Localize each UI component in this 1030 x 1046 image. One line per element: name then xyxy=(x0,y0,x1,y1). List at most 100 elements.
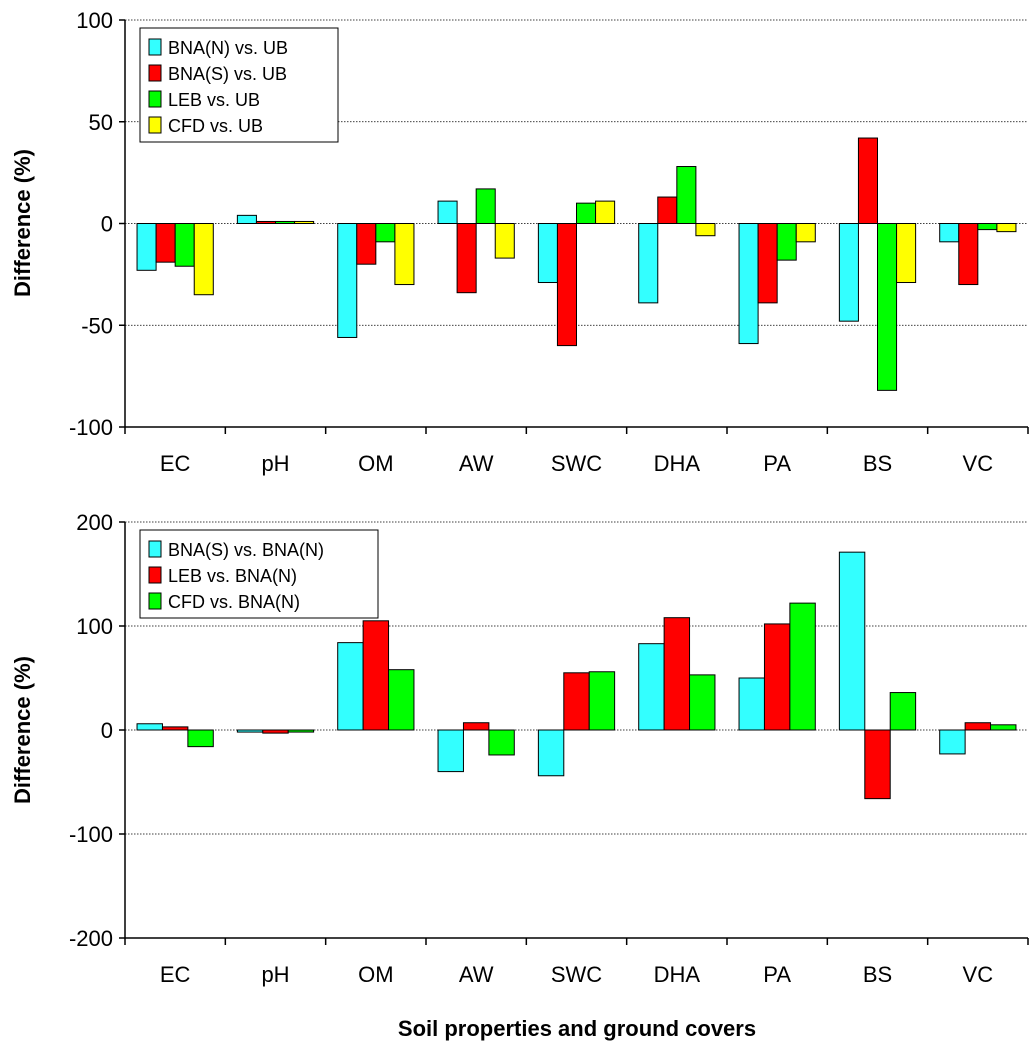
bar xyxy=(638,223,659,304)
bar xyxy=(255,220,277,224)
bar xyxy=(864,729,891,800)
legend-swatch xyxy=(148,116,162,134)
legend-label: LEB vs. BNA(N) xyxy=(168,566,297,586)
x-tick-label: OM xyxy=(358,962,393,987)
legend-swatch xyxy=(148,566,162,584)
x-tick-label: OM xyxy=(358,451,393,476)
bar xyxy=(838,551,866,731)
bar xyxy=(556,223,577,347)
x-tick-label: VC xyxy=(963,451,994,476)
bar xyxy=(738,223,759,345)
bar xyxy=(896,223,917,284)
bar xyxy=(795,223,816,243)
x-tick-label: pH xyxy=(261,962,289,987)
bar xyxy=(657,196,678,224)
bar xyxy=(990,724,1017,731)
bar xyxy=(337,223,358,338)
legend-label: BNA(S) vs. BNA(N) xyxy=(168,540,324,560)
legend-swatch xyxy=(148,592,162,610)
bar xyxy=(494,223,515,259)
legend-box xyxy=(139,27,339,143)
y-tick-label: -50 xyxy=(81,313,113,338)
bar xyxy=(889,692,917,731)
x-tick-label: PA xyxy=(763,962,791,987)
bar xyxy=(738,677,765,731)
y-tick-label: 200 xyxy=(76,510,113,535)
legend-swatch xyxy=(148,64,162,82)
bar xyxy=(394,223,415,286)
bar xyxy=(437,729,464,773)
bar xyxy=(236,214,257,225)
legend-swatch xyxy=(148,38,162,56)
x-tick-label: BS xyxy=(863,451,892,476)
bar xyxy=(388,669,415,731)
bar xyxy=(437,200,458,225)
bar xyxy=(187,729,214,748)
bar xyxy=(287,729,315,733)
bar xyxy=(857,137,878,224)
bar xyxy=(155,223,176,263)
y-tick-label: -200 xyxy=(69,926,113,951)
bar xyxy=(337,642,364,731)
legend-label: BNA(S) vs. UB xyxy=(168,64,287,84)
bar xyxy=(958,223,979,286)
bar xyxy=(537,729,565,777)
x-tick-label: SWC xyxy=(551,451,602,476)
bar xyxy=(877,223,898,391)
bar xyxy=(236,729,264,733)
bar xyxy=(996,223,1017,233)
bar xyxy=(789,602,816,731)
bar xyxy=(563,672,590,731)
bar xyxy=(576,202,597,224)
x-tick-label: VC xyxy=(963,962,994,987)
bar xyxy=(462,722,490,731)
x-tick-label: BS xyxy=(863,962,892,987)
bar xyxy=(262,729,289,734)
top-chart: -100 -50 0 50 100 EC pH OM AW SWC DHA PA BS VC Differe… xyxy=(10,8,1029,476)
x-tick-label: pH xyxy=(261,451,289,476)
bar xyxy=(638,643,665,731)
bar xyxy=(193,223,214,296)
bar xyxy=(488,729,515,756)
legend-box xyxy=(139,529,379,619)
bar xyxy=(838,223,859,322)
bar xyxy=(174,223,195,267)
bar xyxy=(375,223,396,243)
bar xyxy=(588,671,616,731)
x-tick-label: PA xyxy=(763,451,791,476)
bar xyxy=(939,729,966,755)
bar xyxy=(776,223,797,261)
legend-swatch xyxy=(148,90,162,108)
x-axis-title: Soil properties and ground covers xyxy=(398,1016,756,1041)
bar xyxy=(595,200,616,225)
legend-swatch xyxy=(148,540,162,558)
x-tick-label: AW xyxy=(459,451,494,476)
bar xyxy=(939,223,960,243)
bar xyxy=(294,220,315,224)
x-tick-label: DHA xyxy=(654,451,701,476)
x-tick-label: SWC xyxy=(551,962,602,987)
x-tick-label: DHA xyxy=(654,962,701,987)
x-tick-label: AW xyxy=(459,962,494,987)
bar xyxy=(689,674,716,731)
legend-label: BNA(N) vs. UB xyxy=(168,38,288,58)
y-tick-label: 0 xyxy=(101,718,113,743)
bar xyxy=(356,223,377,265)
legend-label: CFD vs. UB xyxy=(168,116,263,136)
bar xyxy=(964,722,992,731)
bar xyxy=(136,723,163,731)
bottom-chart: -200 -100 0 100 200 EC pH OM AW SWC DHA PA BS VC Diffe… xyxy=(10,510,1029,987)
bar xyxy=(456,223,477,294)
y-axis-title: Difference (%) xyxy=(10,656,35,804)
x-tick-label: EC xyxy=(160,962,191,987)
bar xyxy=(763,623,791,731)
y-tick-label: -100 xyxy=(69,415,113,440)
bar xyxy=(161,726,189,731)
bar xyxy=(275,220,296,224)
legend-label: CFD vs. BNA(N) xyxy=(168,592,300,612)
bar xyxy=(757,223,778,304)
bar xyxy=(663,617,691,731)
y-tick-label: 100 xyxy=(76,8,113,33)
y-axis-title: Difference (%) xyxy=(10,149,35,297)
